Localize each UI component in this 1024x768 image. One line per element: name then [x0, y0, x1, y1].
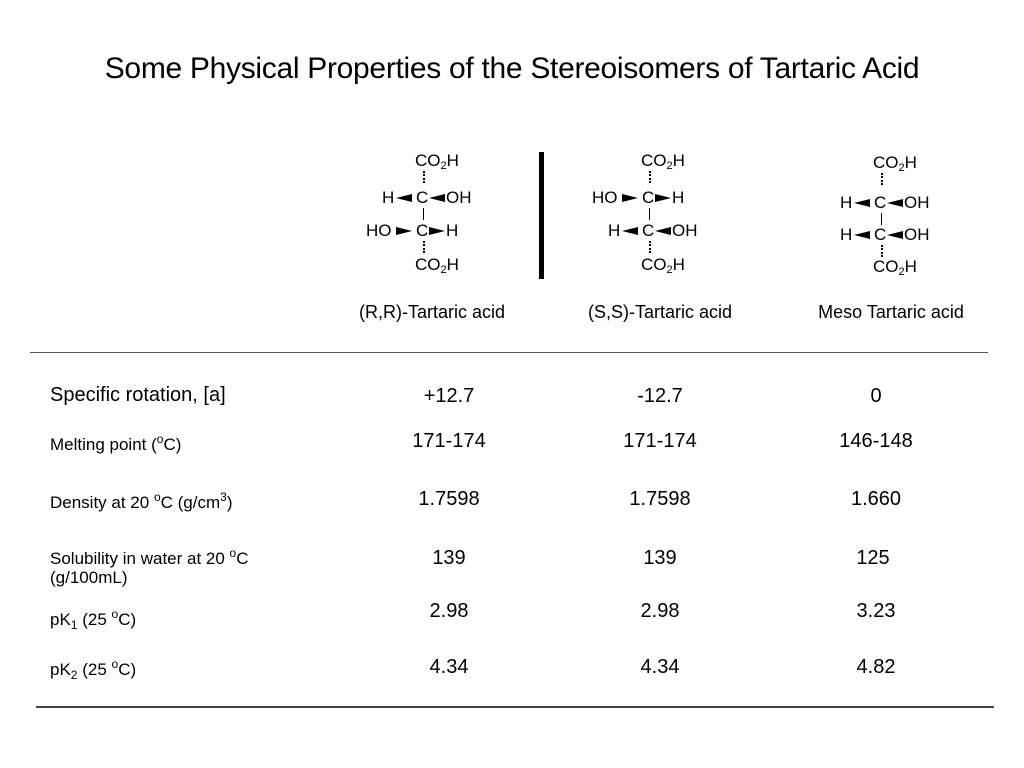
row1-left-wedge [622, 194, 638, 202]
row2-left-label: HO [366, 221, 392, 240]
middle-bond [649, 208, 650, 220]
table-top-rule [30, 352, 988, 353]
row1-carbon: C [642, 188, 655, 207]
value-meso: 146-148 [839, 430, 913, 452]
row1-right-wedge [429, 194, 445, 202]
row2-right-label: OH [904, 225, 930, 244]
row-label-pk1: pK1 (25 oC) [50, 607, 137, 632]
middle-bond [423, 208, 424, 220]
row1-left-wedge [854, 199, 870, 207]
row-label-melting-point: Melting point (oC) [50, 432, 182, 454]
value-ss: 2.98 [640, 600, 680, 622]
value-rr: 2.98 [429, 600, 469, 622]
row2-right-label: OH [672, 221, 698, 240]
top-group-label: CO2H [873, 153, 917, 175]
value-meso: 0 [870, 385, 882, 407]
top-group-label: CO2H [415, 151, 459, 173]
value-ss: 139 [643, 547, 677, 569]
row-label-pk2: pK2 (25 oC) [50, 657, 137, 682]
row2-left-label: H [840, 225, 853, 244]
compound-name-rr: (R,R)-Tartaric acid [358, 302, 505, 322]
value-rr: +12.7 [423, 385, 475, 407]
enantiomer-divider [539, 152, 544, 279]
row2-right-wedge [429, 227, 445, 235]
row2-right-wedge [887, 231, 903, 239]
row1-left-label: H [840, 193, 853, 212]
row2-carbon: C [642, 221, 655, 240]
row1-right-label: H [672, 188, 685, 207]
row2-carbon: C [874, 225, 887, 244]
table-bottom-rule [36, 706, 994, 708]
row2-carbon: C [416, 221, 429, 240]
compound-name-meso: Meso Tartaric acid [818, 302, 964, 322]
value-ss: 171-174 [623, 430, 697, 452]
bottom-bond [881, 245, 883, 257]
row-label-specific-rotation: Specific rotation, [a] [50, 384, 226, 406]
value-rr: 139 [432, 547, 466, 569]
bottom-group-label: CO2H [415, 255, 459, 277]
value-ss: -12.7 [637, 385, 683, 407]
row-label-solubility: Solubility in water at 20 oC (g/100mL) [50, 546, 249, 587]
bottom-bond [423, 241, 425, 253]
page-title: Some Physical Properties of the Stereois… [104, 52, 920, 85]
structure-rr-tartaric: CO2H H C OH HO C H CO2H [360, 152, 520, 282]
value-ss: 1.7598 [629, 488, 691, 510]
row1-left-label: HO [592, 188, 618, 207]
row2-right-label: H [446, 221, 459, 240]
row1-left-wedge [396, 194, 412, 202]
value-meso: 125 [856, 547, 890, 569]
value-rr: 171-174 [412, 430, 486, 452]
row-label-density: Density at 20 oC (g/cm3) [50, 490, 233, 512]
top-bond [423, 171, 425, 183]
row2-left-label: H [608, 221, 621, 240]
bottom-bond [649, 241, 651, 253]
structure-meso-tartaric: CO2H H C OH H C OH CO2H [818, 154, 978, 284]
row2-left-wedge [622, 227, 638, 235]
top-group-label: CO2H [641, 151, 685, 173]
row1-right-label: OH [446, 188, 472, 207]
middle-bond [881, 213, 882, 225]
bottom-group-label: CO2H [641, 255, 685, 277]
row1-left-label: H [382, 188, 395, 207]
value-meso: 1.660 [850, 488, 902, 510]
row1-right-label: OH [904, 193, 930, 212]
bottom-group-label: CO2H [873, 257, 917, 279]
value-rr: 4.34 [429, 656, 469, 678]
row1-carbon: C [416, 188, 429, 207]
structure-ss-tartaric: CO2H HO C H H C OH CO2H [586, 152, 746, 282]
row2-left-wedge [396, 227, 412, 235]
row2-left-wedge [854, 231, 870, 239]
value-ss: 4.34 [640, 656, 680, 678]
row1-right-wedge [655, 194, 671, 202]
value-meso: 3.23 [856, 600, 896, 622]
row2-right-wedge [655, 227, 671, 235]
row1-carbon: C [874, 193, 887, 212]
top-bond [649, 171, 651, 183]
compound-name-ss: (S,S)-Tartaric acid [587, 302, 733, 322]
top-bond [881, 173, 883, 185]
value-meso: 4.82 [856, 656, 896, 678]
row1-right-wedge [887, 199, 903, 207]
value-rr: 1.7598 [418, 488, 480, 510]
